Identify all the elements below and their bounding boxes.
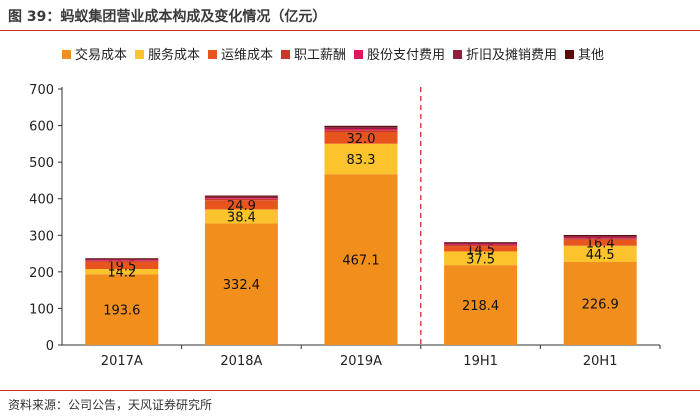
figure-header: 图 39：蚂蚁集团营业成本构成及变化情况（亿元）	[0, 0, 700, 32]
bar-19H1-series-6	[444, 242, 518, 245]
source-note: 资料来源：公司公告，天风证券研究所	[8, 398, 213, 412]
chart-title: 图 39：蚂蚁集团营业成本构成及变化情况（亿元）	[8, 9, 327, 25]
bar-19H1-series-5	[444, 244, 518, 246]
bar-2017A-series-4	[85, 260, 159, 262]
x-tick-label: 20H1	[583, 354, 618, 369]
data-label-19H1-series-2: 37.5	[466, 252, 495, 267]
bar-20H1-series-1	[563, 262, 637, 345]
legend-label-4: 职工薪酬	[294, 48, 346, 63]
data-label-2017A-series-2: 14.2	[107, 266, 136, 281]
chart-area: 交易成本 服务成本 运维成本 职工薪酬 股份支付费用 折旧及摊销费用 其他 0 100 200 30…	[29, 47, 661, 369]
data-label-19H1-series-1: 218.4	[462, 299, 499, 314]
data-label-20H1-series-3: 16.4	[586, 237, 615, 252]
legend-label-1: 交易成本	[75, 47, 127, 63]
data-label-19H1-series-3: 14.5	[466, 243, 495, 258]
legend-label-5: 股份支付费用	[367, 48, 445, 63]
bar-2019A-series-7	[324, 125, 398, 128]
bar-2017A-series-3	[85, 261, 159, 270]
data-label-2017A-series-3: 19.5	[107, 259, 136, 274]
bar-19H1-series-1	[444, 265, 518, 345]
bar-2018A-series-6	[204, 196, 278, 199]
data-label-2019A-series-3: 32.0	[347, 132, 376, 147]
y-tick-label: 0	[46, 339, 54, 354]
legend-swatch-2	[135, 50, 144, 59]
y-tick-label: 600	[29, 120, 54, 135]
bar-19H1-series-4	[444, 245, 518, 247]
y-tick-label: 200	[29, 266, 54, 281]
bar-20H1-series-4	[563, 238, 637, 240]
legend-swatch-5	[354, 50, 363, 59]
y-tick-label: 400	[29, 193, 54, 208]
bar-2018A-series-5	[204, 198, 278, 199]
y-tick-label: 700	[29, 83, 54, 98]
bar-2017A-series-2	[85, 269, 159, 275]
legend-label-7: 其他	[578, 48, 604, 63]
data-label-20H1-series-2: 44.5	[586, 248, 615, 263]
bar-2018A-series-4	[204, 198, 278, 201]
bar-20H1-series-3	[563, 239, 637, 246]
data-label-2018A-series-1: 332.4	[223, 278, 260, 293]
bar-2018A-series-3	[204, 200, 278, 210]
x-tick-label: 2017A	[101, 354, 143, 369]
bar-2018A-series-7	[204, 195, 278, 197]
data-label-2018A-series-2: 38.4	[227, 210, 256, 225]
bar-20H1-series-6	[563, 236, 637, 238]
source-divider	[0, 390, 700, 391]
legend-swatch-7	[565, 50, 574, 59]
bar-2017A-series-1	[85, 274, 159, 345]
bar-2019A-series-1	[324, 174, 398, 345]
bar-2019A-series-4	[324, 130, 398, 133]
bar-2019A-series-6	[324, 127, 398, 130]
bar-20H1-series-5	[563, 237, 637, 239]
bar-2017A-series-7	[85, 258, 159, 259]
data-label-2019A-series-2: 83.3	[347, 153, 376, 168]
y-tick-label: 300	[29, 229, 54, 244]
bar-2017A-series-6	[85, 258, 159, 261]
bar-20H1-series-7	[563, 234, 637, 237]
y-tick-label: 100	[29, 302, 54, 317]
bar-2019A-series-2	[324, 143, 398, 175]
data-label-20H1-series-1: 226.9	[582, 298, 619, 313]
legend-label-3: 运维成本	[221, 48, 273, 63]
data-label-2018A-series-3: 24.9	[227, 199, 256, 214]
x-tick-label: 2019A	[340, 354, 382, 369]
legend-swatch-6	[453, 50, 462, 59]
legend-swatch-4	[281, 50, 290, 59]
bar-19H1-series-2	[444, 251, 518, 266]
data-label-2017A-series-1: 193.6	[103, 304, 140, 319]
x-tick-label: 2018A	[220, 354, 262, 369]
bar-19H1-series-7	[444, 242, 518, 243]
data-label-2019A-series-1: 467.1	[342, 254, 379, 269]
bar-2019A-series-3	[324, 132, 398, 144]
legend-swatch-3	[208, 50, 217, 59]
legend-swatch-1	[62, 50, 71, 59]
legend-label-6: 折旧及摊销费用	[466, 48, 557, 63]
legend-label-2: 服务成本	[148, 47, 200, 63]
bar-19H1-series-3	[444, 246, 518, 252]
x-tick-label: 19H1	[463, 354, 498, 369]
bar-2017A-series-5	[85, 260, 159, 261]
y-tick-label: 500	[29, 156, 54, 171]
bar-2019A-series-5	[324, 129, 398, 131]
bar-2018A-series-1	[204, 223, 278, 345]
title-divider	[0, 30, 700, 31]
bar-2018A-series-2	[204, 209, 278, 224]
bar-20H1-series-2	[563, 245, 637, 263]
